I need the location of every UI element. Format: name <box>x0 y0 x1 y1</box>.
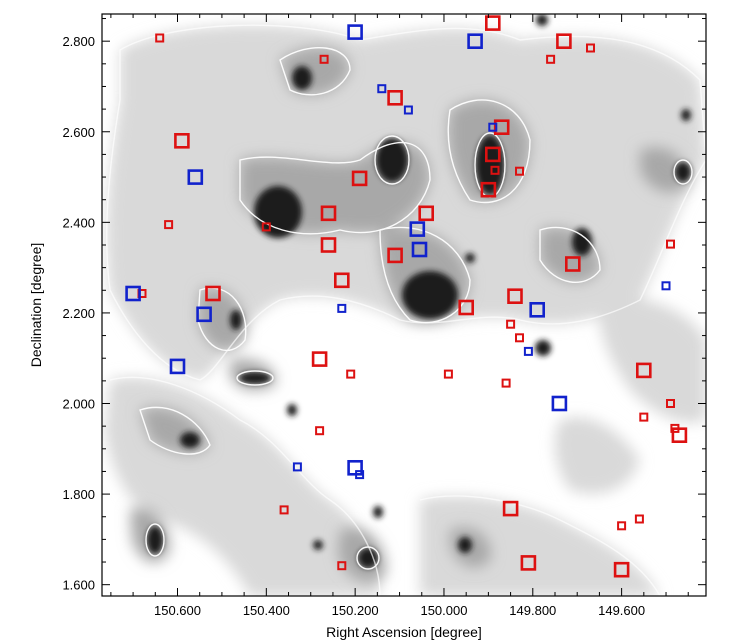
x-tick-label: 150.400 <box>243 603 290 618</box>
red-marker <box>666 399 675 408</box>
red-marker <box>507 288 523 305</box>
density-map <box>105 14 706 596</box>
red-marker <box>205 285 221 302</box>
red-marker <box>490 165 500 175</box>
y-tick-label: 2.600 <box>62 125 95 140</box>
red-marker <box>279 505 289 515</box>
x-tick-label: 149.800 <box>509 603 556 618</box>
x-tick-label: 149.600 <box>598 603 645 618</box>
y-tick-label: 2.800 <box>62 34 95 49</box>
blue-marker <box>409 221 426 237</box>
red-marker <box>520 555 537 571</box>
blue-marker <box>377 84 387 94</box>
red-marker <box>515 166 524 176</box>
red-marker <box>635 362 652 379</box>
y-tick-label: 2.400 <box>62 215 95 230</box>
red-marker <box>502 500 519 517</box>
red-marker <box>174 133 190 149</box>
blue-marker <box>292 462 302 472</box>
red-marker <box>458 299 475 316</box>
red-marker <box>639 412 649 422</box>
blue-marker <box>169 358 186 375</box>
red-marker <box>546 54 556 64</box>
red-marker <box>351 170 368 187</box>
red-marker <box>418 205 435 222</box>
blue-marker <box>347 24 363 40</box>
blue-marker <box>355 470 365 480</box>
red-marker <box>586 43 595 53</box>
red-marker <box>506 319 516 329</box>
red-marker <box>480 181 497 198</box>
markers-layer <box>125 15 688 578</box>
red-marker <box>501 378 511 388</box>
blue-marker <box>551 395 568 412</box>
red-marker <box>319 54 329 64</box>
blue-marker <box>196 306 212 323</box>
x-tick-label: 150.000 <box>420 603 467 618</box>
axis-ticks <box>102 14 706 596</box>
red-marker <box>164 220 174 230</box>
red-marker <box>387 247 403 264</box>
red-marker <box>346 369 356 379</box>
blue-marker <box>403 105 413 115</box>
red-marker <box>634 514 644 524</box>
blue-marker <box>467 33 483 50</box>
red-marker <box>493 119 510 135</box>
blue-marker <box>337 303 347 313</box>
x-tick-label: 150.200 <box>332 603 379 618</box>
y-tick-label: 1.600 <box>62 578 95 593</box>
y-tick-label: 1.800 <box>62 487 95 502</box>
red-marker <box>484 146 501 163</box>
x-axis-title: Right Ascension [degree] <box>326 624 482 640</box>
red-marker <box>671 427 688 444</box>
red-marker <box>515 333 524 343</box>
red-marker <box>155 33 165 43</box>
red-marker <box>315 426 325 436</box>
x-tick-label: 150.600 <box>154 603 201 618</box>
y-tick-labels: 1.600 1.800 2.000 2.200 2.400 2.600 2.800 <box>62 34 95 593</box>
x-tick-labels: 150.600 150.400 150.200 150.000 149.800 149.6… <box>154 603 645 618</box>
red-marker <box>337 561 347 571</box>
red-marker <box>564 256 581 272</box>
y-tick-label: 2.000 <box>62 397 95 412</box>
red-marker <box>556 33 572 50</box>
red-marker <box>443 369 453 379</box>
blue-marker <box>661 281 671 291</box>
red-marker <box>320 237 337 253</box>
red-marker <box>613 561 630 578</box>
blue-marker <box>523 346 533 356</box>
blue-marker <box>411 241 428 258</box>
red-marker <box>484 15 501 31</box>
red-marker <box>261 222 271 232</box>
red-marker <box>666 239 675 249</box>
blue-marker <box>488 122 498 132</box>
red-marker <box>617 521 627 531</box>
blue-marker <box>187 169 204 185</box>
blue-marker <box>529 301 546 318</box>
y-axis-title: Declination [degree] <box>28 243 44 368</box>
red-marker <box>387 90 403 106</box>
red-marker <box>320 205 337 222</box>
red-marker <box>311 351 328 367</box>
plot-frame <box>101 13 707 597</box>
y-tick-label: 2.200 <box>62 306 95 321</box>
red-marker <box>333 272 350 289</box>
blue-marker <box>125 285 141 302</box>
